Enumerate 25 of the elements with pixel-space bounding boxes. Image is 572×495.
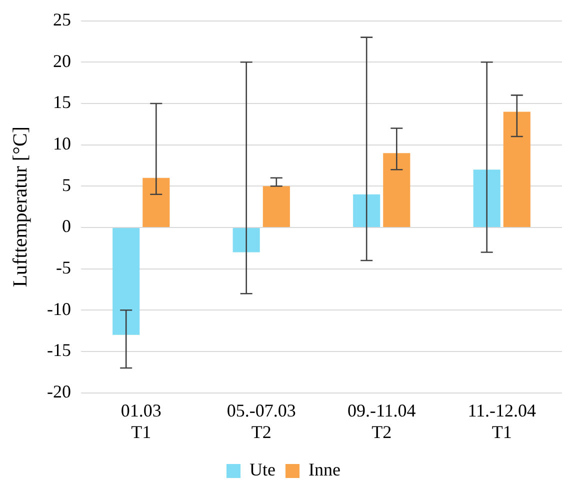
x-tick-label: 11.-12.04 T1 bbox=[468, 400, 536, 442]
y-tick-label: 25 bbox=[52, 10, 71, 30]
x-tick-label: 01.03 T1 bbox=[120, 400, 162, 442]
bar bbox=[262, 186, 290, 227]
bar bbox=[383, 153, 410, 227]
y-tick-label: 15 bbox=[52, 92, 71, 112]
bar bbox=[232, 228, 260, 252]
y-tick-label: 5 bbox=[62, 174, 71, 195]
bar bbox=[112, 228, 140, 335]
bar bbox=[142, 178, 170, 227]
y-tick-label: -10 bbox=[46, 298, 71, 319]
y-tick-label: -5 bbox=[56, 258, 71, 278]
y-tick-label: 0 bbox=[62, 216, 71, 236]
y-tick-label: 20 bbox=[52, 50, 71, 71]
bar bbox=[353, 194, 380, 227]
x-tick-label: 09.-11.04 T2 bbox=[347, 400, 416, 442]
y-tick-label: -15 bbox=[46, 340, 71, 360]
legend-label: Inne bbox=[308, 460, 340, 480]
legend-label: Ute bbox=[250, 460, 276, 480]
bar bbox=[503, 112, 530, 227]
y-axis-title: Lufttemperatur [°C] bbox=[9, 126, 32, 288]
bar bbox=[473, 170, 500, 227]
y-tick-label: 10 bbox=[52, 134, 71, 154]
x-tick-label: 05.-07.03 T2 bbox=[226, 400, 296, 442]
y-tick-label: -20 bbox=[46, 382, 71, 402]
